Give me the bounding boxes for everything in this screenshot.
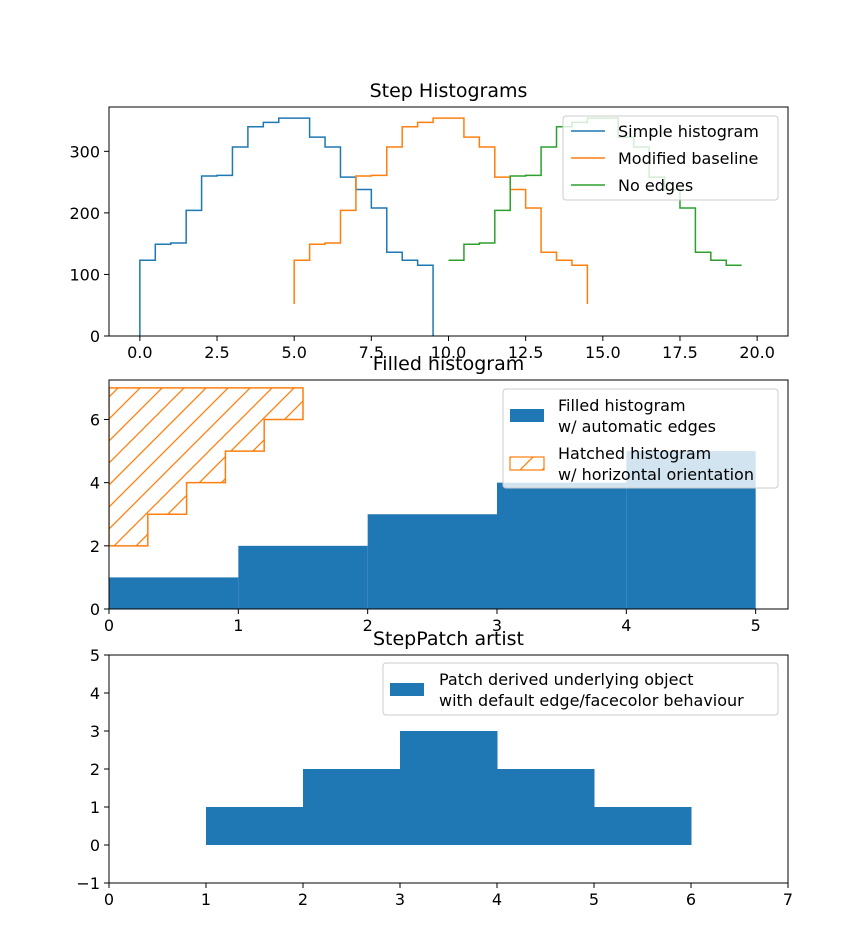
series-line-2 bbox=[293, 117, 589, 304]
y-tick-label: 200 bbox=[69, 204, 100, 223]
x-tick-label: 0 bbox=[104, 890, 114, 909]
x-tick-label: 6 bbox=[686, 890, 696, 909]
step-patch-bar bbox=[594, 807, 692, 845]
y-tick-label: −1 bbox=[76, 874, 100, 893]
x-tick-label: 3 bbox=[395, 890, 405, 909]
chart-title: Step Histograms bbox=[370, 80, 528, 102]
filled-bar bbox=[367, 514, 497, 609]
x-tick-label: 7.5 bbox=[359, 343, 384, 362]
legend-label: Simple histogram bbox=[618, 122, 759, 141]
y-tick-label: 2 bbox=[90, 537, 100, 556]
x-tick-label: 20.0 bbox=[739, 343, 775, 362]
legend-label: Filled histogram bbox=[558, 396, 686, 415]
x-tick-label: 12.5 bbox=[508, 343, 544, 362]
y-tick-label: 4 bbox=[90, 474, 100, 493]
legend-handle bbox=[510, 409, 544, 422]
x-tick-label: 5 bbox=[751, 616, 761, 635]
x-tick-label: 15.0 bbox=[585, 343, 621, 362]
y-tick-label: 6 bbox=[90, 410, 100, 429]
filled-bar bbox=[497, 482, 627, 609]
filled-bar bbox=[238, 545, 368, 609]
x-tick-label: 4 bbox=[492, 890, 502, 909]
step-patch-bar bbox=[497, 769, 595, 845]
y-tick-label: 0 bbox=[90, 327, 100, 346]
legend-handle bbox=[509, 456, 545, 471]
y-tick-label: 2 bbox=[90, 760, 100, 779]
y-tick-label: 0 bbox=[90, 836, 100, 855]
plot-area bbox=[206, 731, 692, 845]
legend: Simple histogram Modified baseline No edge… bbox=[562, 115, 779, 201]
step-histograms-panel: 0.0 2.5 5.0 7.5 10.0 12.5 15.0 17.5 20.0 0 100 200 3… bbox=[69, 80, 789, 362]
legend-label: No edges bbox=[618, 176, 693, 195]
legend-label: Modified baseline bbox=[618, 149, 758, 168]
x-tick-label: 2.5 bbox=[204, 343, 229, 362]
x-tick-label: 0.0 bbox=[127, 343, 152, 362]
x-tick-label: 1 bbox=[201, 890, 211, 909]
y-tick-label: 4 bbox=[90, 684, 100, 703]
x-tick-label: 5.0 bbox=[281, 343, 306, 362]
series-line-1 bbox=[139, 117, 434, 336]
legend-frame bbox=[502, 388, 779, 489]
legend-label: w/ horizontal orientation bbox=[558, 465, 754, 484]
step-patch-bar bbox=[303, 769, 401, 845]
x-tick-label: 2 bbox=[298, 890, 308, 909]
legend-label: Patch derived underlying object bbox=[439, 670, 694, 689]
x-tick-label: 5 bbox=[589, 890, 599, 909]
x-tick-label: 4 bbox=[621, 616, 631, 635]
legend: Filled histogram w/ automatic edges Hatche… bbox=[502, 388, 779, 489]
x-tick-label: 1 bbox=[233, 616, 243, 635]
step-patch-bar bbox=[400, 731, 498, 845]
step-patch-bar bbox=[206, 807, 304, 845]
y-tick-label: 300 bbox=[69, 142, 100, 161]
x-tick-label: 0 bbox=[104, 616, 114, 635]
y-tick-label: 0 bbox=[90, 600, 100, 619]
hatched-step-area bbox=[109, 387, 304, 547]
plot-area bbox=[109, 387, 756, 609]
legend: Patch derived underlying object with defa… bbox=[382, 662, 779, 716]
y-tick-label: 1 bbox=[90, 798, 100, 817]
x-tick-label: 2 bbox=[363, 616, 373, 635]
x-tick-label: 17.5 bbox=[662, 343, 698, 362]
filled-bar bbox=[109, 577, 239, 609]
x-tick-label: 3 bbox=[492, 616, 502, 635]
x-tick-label: 10.0 bbox=[431, 343, 467, 362]
y-tick-label: 100 bbox=[69, 265, 100, 284]
chart-title: StepPatch artist bbox=[373, 628, 524, 650]
x-tick-label: 7 bbox=[783, 890, 793, 909]
y-tick-label: 3 bbox=[90, 722, 100, 741]
chart-title: Filled histogram bbox=[373, 353, 525, 375]
legend-label: Hatched histogram bbox=[558, 444, 711, 463]
legend-label: with default edge/facecolor behaviour bbox=[439, 691, 744, 710]
legend-frame bbox=[382, 662, 779, 716]
axes-frame bbox=[108, 379, 789, 610]
legend-handle bbox=[390, 683, 424, 696]
legend-frame bbox=[562, 115, 779, 201]
legend-label: w/ automatic edges bbox=[558, 417, 716, 436]
y-tick-label: 5 bbox=[90, 646, 100, 665]
